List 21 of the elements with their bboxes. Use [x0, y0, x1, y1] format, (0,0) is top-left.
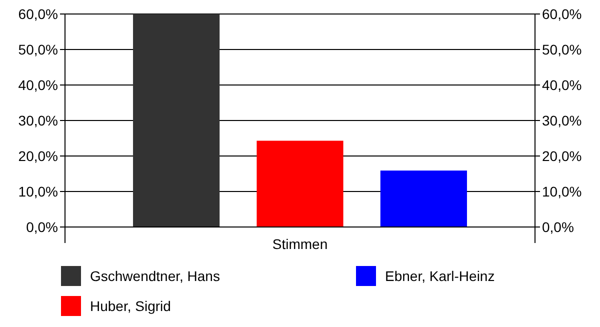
text: 0,0% [542, 218, 574, 235]
y-tick-label: 30,0% [18, 112, 58, 128]
legend-label: Huber, Sigrid [90, 298, 171, 314]
legend-label: Ebner, Karl-Heinz [385, 268, 495, 284]
bar [133, 14, 220, 227]
text: 50,0% [542, 41, 582, 58]
y-tick-label: 40,0% [18, 76, 58, 93]
y-tick-label: 10,0% [18, 183, 58, 200]
y-tick-label: 20,0% [18, 148, 58, 164]
bar [256, 140, 344, 227]
x-tick-label: Stimmen [272, 236, 328, 252]
text: 60,0% [542, 6, 582, 22]
y-tick-label: 60,0% [18, 6, 58, 22]
text: 30,0% [542, 112, 582, 128]
text: 20,0% [542, 148, 582, 164]
text: 10,0% [542, 183, 582, 200]
legend-label: Gschwendtner, Hans [90, 268, 220, 284]
y-tick-label: 0,0% [26, 218, 58, 235]
bar [380, 170, 467, 227]
text: 40,0% [542, 76, 582, 93]
y-tick-label: 50,0% [18, 41, 58, 58]
